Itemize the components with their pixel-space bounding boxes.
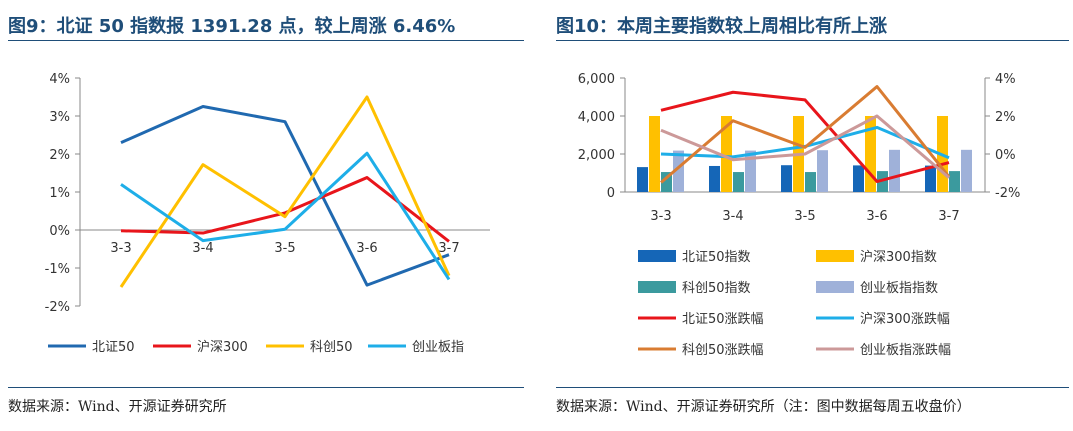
y2-tick-label: 4%: [995, 72, 1016, 87]
series-line-2: [119, 95, 451, 288]
legend-swatch: [816, 250, 854, 262]
right-chart-title: 图10：本周主要指数较上周相比有所上涨: [556, 16, 888, 37]
legend-label: 科创50: [310, 340, 353, 355]
x-tick-label: 3-6: [866, 209, 887, 224]
bar-3: [817, 150, 828, 192]
y-tick-label: -2%: [45, 300, 70, 315]
x-tick-label: 3-5: [794, 209, 815, 224]
y-tick-label: 4,000: [578, 110, 615, 125]
y-tick-label: 6,000: [578, 72, 615, 87]
bar-3: [961, 149, 972, 192]
bar-2: [661, 172, 672, 192]
combo-chart-area: 6,000 4,000 2,000 0 4% 2% 0% -2% 3-3 3-4 3-5 3-6 3-7…: [578, 72, 1021, 358]
legend-label: 创业板指指数: [860, 281, 938, 296]
legend-label: 北证50涨跌幅: [682, 311, 764, 327]
x-tick-label: 3-7: [438, 241, 459, 256]
legend-label: 科创50涨跌幅: [682, 342, 764, 358]
left-chart-title: 图9：北证 50 指数报 1391.28 点，较上周涨 6.46%: [8, 16, 456, 37]
y-tick-label: 2%: [49, 148, 70, 163]
bar-0: [709, 165, 720, 192]
left-source-note: 数据来源：Wind、开源证券研究所: [8, 399, 227, 415]
legend-swatch: [638, 250, 676, 262]
y-tick-label: 0: [607, 186, 615, 201]
x-tick-label: 3-7: [938, 209, 959, 224]
x-tick-label: 3-5: [274, 241, 295, 256]
left-chart-panel: 图9：北证 50 指数报 1391.28 点，较上周涨 6.46% 4% 3% 2%…: [0, 0, 528, 431]
change-line-0: [660, 90, 950, 184]
y2-tick-label: -2%: [995, 186, 1020, 201]
left-source-rule: [8, 387, 524, 388]
y-tick-label: 2,000: [578, 148, 615, 163]
legend-label: 沪深300涨跌幅: [860, 311, 950, 327]
y-tick-label: 3%: [49, 110, 70, 125]
bar-3: [673, 150, 684, 192]
change-line-2: [660, 85, 951, 184]
bar-0: [637, 167, 648, 192]
bar-2: [733, 172, 744, 192]
y2-tick-label: 0%: [995, 148, 1016, 163]
bar-0: [853, 165, 864, 192]
bar-0: [781, 165, 792, 192]
legend-swatch: [638, 281, 676, 293]
x-tick-label: 3-3: [650, 209, 671, 224]
legend-label: 北证50: [92, 340, 135, 355]
legend-label: 北证50指数: [682, 250, 751, 265]
legend-swatch: [816, 281, 854, 293]
bar-0: [925, 165, 936, 192]
legend-label: 沪深300指数: [860, 249, 937, 265]
bar-1: [649, 116, 660, 192]
right-source-note: 数据来源：Wind、开源证券研究所（注：图中数据每周五收盘价）: [556, 399, 971, 415]
legend-label: 创业板指: [412, 340, 464, 355]
series-line-1: [120, 176, 450, 243]
right-source-rule: [556, 387, 1069, 388]
y-tick-label: 0%: [49, 224, 70, 239]
y2-tick-label: 2%: [995, 110, 1016, 125]
bar-2: [949, 171, 960, 192]
bar-3: [889, 149, 900, 192]
y-tick-label: 4%: [49, 72, 70, 87]
left-title-rule: [8, 40, 524, 41]
right-chart-panel: 图10：本周主要指数较上周相比有所上涨 6,000 4,000 2,000 0 4% 2%…: [548, 0, 1073, 431]
x-tick-label: 3-4: [192, 241, 213, 256]
right-title-rule: [556, 40, 1069, 41]
change-line-3: [660, 114, 950, 179]
bar-2: [805, 172, 816, 192]
x-tick-label: 3-4: [722, 209, 743, 224]
y-tick-label: -1%: [45, 262, 70, 277]
bar-3: [745, 150, 756, 192]
legend-label: 科创50指数: [682, 281, 751, 296]
y-tick-label: 1%: [49, 186, 70, 201]
series-line-0: [120, 105, 450, 287]
x-tick-label: 3-6: [356, 241, 377, 256]
legend-label: 沪深300: [197, 339, 248, 355]
line-chart-area: 4% 3% 2% 1% 0% -1% -2% 3-3 3-4 3-5 3-6 3-7 北证50 沪深300…: [45, 72, 490, 355]
series-line-3: [120, 151, 451, 281]
legend-label: 创业板指涨跌幅: [860, 342, 951, 358]
bar-1: [721, 116, 732, 192]
bar-1: [865, 116, 876, 192]
x-tick-label: 3-3: [110, 241, 131, 256]
